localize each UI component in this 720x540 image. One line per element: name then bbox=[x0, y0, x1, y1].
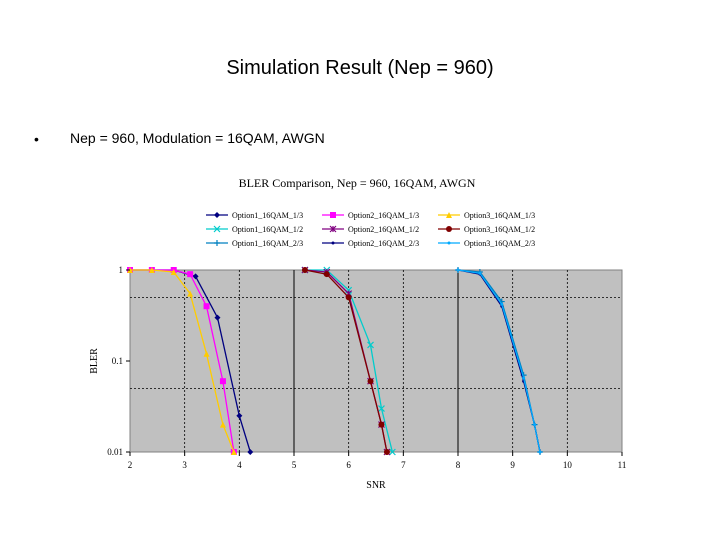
series-line bbox=[304, 269, 388, 453]
legend-marker bbox=[214, 212, 220, 218]
legend-label: Option2_16QAM_1/3 bbox=[348, 211, 419, 220]
legend-item: Option2_16QAM_2/3 bbox=[322, 239, 419, 248]
bullet-text: Nep = 960, Modulation = 16QAM, AWGN bbox=[70, 130, 325, 146]
data-point bbox=[378, 405, 385, 413]
data-point bbox=[203, 350, 210, 357]
legend-marker bbox=[446, 212, 452, 218]
x-tick-label: 2 bbox=[128, 460, 133, 470]
legend-item: Option3_16QAM_1/2 bbox=[438, 225, 535, 234]
series-line bbox=[457, 269, 541, 453]
y-tick-label: 0.1 bbox=[112, 356, 123, 366]
data-point bbox=[187, 271, 194, 278]
data-point bbox=[323, 271, 330, 278]
legend-label: Option3_16QAM_1/2 bbox=[464, 225, 535, 234]
legend-label: Option2_16QAM_1/2 bbox=[348, 225, 419, 234]
legend-marker bbox=[446, 226, 452, 232]
y-tick-label: 1 bbox=[119, 265, 124, 275]
legend-item: Option3_16QAM_2/3 bbox=[438, 239, 535, 248]
data-point bbox=[456, 268, 460, 272]
series bbox=[127, 267, 237, 455]
legend-marker bbox=[330, 212, 336, 218]
legend-marker bbox=[329, 225, 337, 233]
slide-title: Simulation Result (Nep = 960) bbox=[226, 57, 494, 79]
chart-legend: Option1_16QAM_1/3 Option2_16QAM_1/3 Option… bbox=[206, 211, 535, 248]
series-line bbox=[304, 269, 394, 453]
data-point bbox=[219, 378, 226, 385]
x-tick-label: 9 bbox=[510, 460, 515, 470]
grid-lines bbox=[130, 270, 622, 452]
data-point bbox=[148, 267, 155, 273]
data-point bbox=[247, 449, 254, 455]
bullet-marker: • bbox=[34, 131, 39, 147]
legend-item: Option1_16QAM_2/3 bbox=[206, 239, 303, 248]
data-point bbox=[301, 267, 308, 273]
data-point bbox=[383, 449, 390, 455]
legend-marker bbox=[214, 240, 220, 246]
data-point bbox=[500, 302, 504, 306]
data-point bbox=[230, 449, 237, 455]
legend-label: Option3_16QAM_1/3 bbox=[464, 211, 535, 220]
data-point bbox=[236, 412, 243, 419]
x-tick-label: 6 bbox=[346, 460, 351, 470]
x-tick-label: 8 bbox=[456, 460, 461, 470]
legend-label: Option1_16QAM_1/2 bbox=[232, 225, 303, 234]
data-point bbox=[192, 273, 199, 280]
x-tick-label: 4 bbox=[237, 460, 242, 470]
legend-item: Option3_16QAM_1/3 bbox=[438, 211, 535, 220]
data-point bbox=[219, 421, 226, 428]
data-point bbox=[478, 271, 482, 275]
series bbox=[301, 267, 390, 455]
legend-marker bbox=[447, 241, 451, 245]
x-tick-label: 10 bbox=[563, 460, 573, 470]
chart-title: BLER Comparison, Nep = 960, 16QAM, AWGN bbox=[239, 176, 476, 190]
data-point bbox=[378, 421, 385, 428]
data-point bbox=[522, 376, 526, 380]
data-point bbox=[203, 303, 210, 310]
legend-label: Option1_16QAM_1/3 bbox=[232, 211, 303, 220]
data-point bbox=[187, 290, 194, 297]
x-tick-label: 3 bbox=[182, 460, 187, 470]
data-point bbox=[538, 450, 542, 454]
legend-label: Option1_16QAM_2/3 bbox=[232, 239, 303, 248]
legend-label: Option2_16QAM_2/3 bbox=[348, 239, 419, 248]
plot-area bbox=[129, 269, 623, 453]
legend-item: Option1_16QAM_1/3 bbox=[206, 211, 303, 220]
series bbox=[456, 268, 542, 454]
x-tick-label: 7 bbox=[401, 460, 406, 470]
data-point bbox=[214, 314, 221, 321]
y-axis-label: BLER bbox=[89, 348, 100, 374]
x-axis-label: SNR bbox=[366, 480, 386, 491]
y-tick-label: 0.01 bbox=[107, 447, 123, 457]
data-point bbox=[388, 448, 396, 456]
data-point bbox=[345, 294, 352, 301]
data-point bbox=[533, 423, 537, 427]
series bbox=[301, 266, 396, 456]
legend-marker bbox=[331, 241, 335, 245]
legend-item: Option2_16QAM_1/2 bbox=[322, 225, 419, 234]
legend-marker bbox=[213, 225, 221, 233]
data-point bbox=[367, 341, 374, 349]
x-tick-label: 5 bbox=[292, 460, 297, 470]
data-point bbox=[170, 269, 177, 276]
legend-label: Option3_16QAM_2/3 bbox=[464, 239, 535, 248]
data-point bbox=[367, 378, 374, 385]
x-tick-label: 11 bbox=[618, 460, 627, 470]
legend-item: Option2_16QAM_1/3 bbox=[322, 211, 419, 220]
legend-item: Option1_16QAM_1/2 bbox=[206, 225, 303, 234]
